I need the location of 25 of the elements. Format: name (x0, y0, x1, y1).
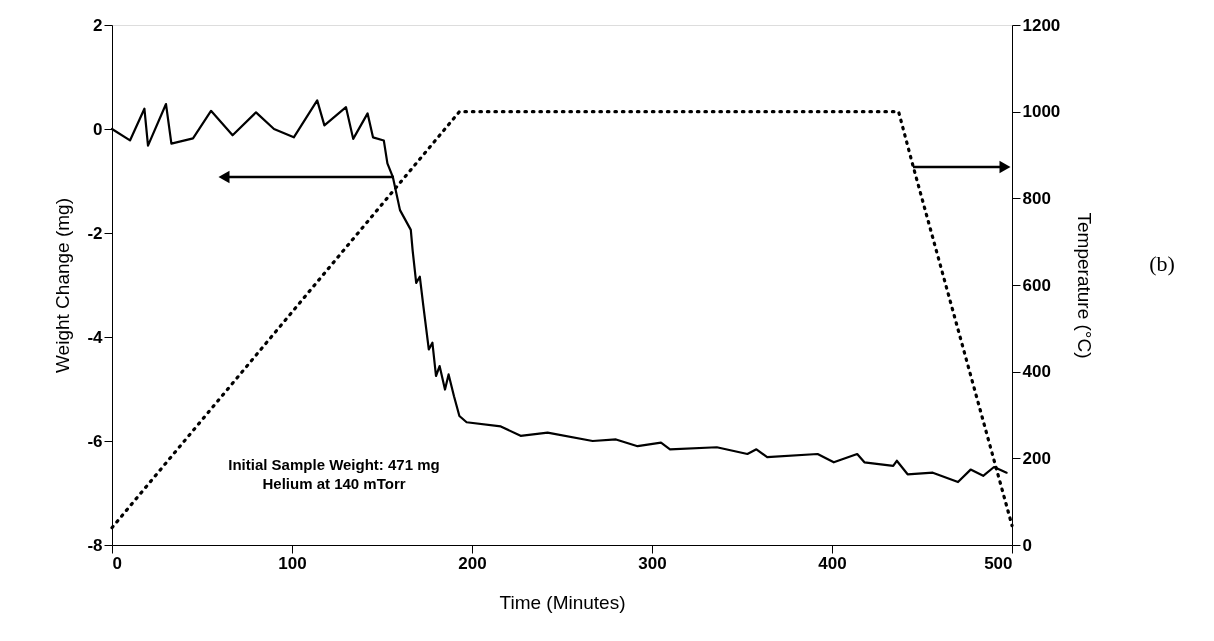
x-tick-label: 500 (984, 553, 1013, 573)
x-axis-title: Time (Minutes) (499, 591, 626, 613)
y2-tick-label: 200 (1022, 448, 1051, 468)
y2-tick-label: 1000 (1022, 102, 1061, 122)
y-tick-label: -2 (87, 223, 103, 243)
x-tick-label: 300 (638, 553, 667, 573)
y-axis-title: Weight Change (mg) (52, 198, 74, 373)
y2-axis-title: Temperature (°C) (1074, 212, 1096, 359)
y-tick-label: 2 (93, 15, 103, 35)
y-tick-label: 0 (93, 119, 103, 139)
annotation: Initial Sample Weight: 471 mg (228, 456, 440, 473)
x-tick-label: 0 (112, 553, 122, 573)
y2-tick-label: 600 (1022, 275, 1051, 295)
x-tick-label: 200 (458, 553, 487, 573)
annotation: Helium at 140 mTorr (262, 475, 406, 492)
y2-tick-label: 1200 (1022, 15, 1061, 35)
y-tick-label: -4 (87, 327, 104, 347)
x-tick-label: 400 (818, 553, 847, 573)
y-tick-label: -6 (87, 431, 103, 451)
y-tick-label: -8 (87, 535, 103, 555)
y2-tick-label: 0 (1022, 535, 1032, 555)
text: (b) (1149, 251, 1175, 277)
y2-tick-label: 800 (1022, 188, 1051, 208)
x-tick-label: 100 (278, 553, 307, 573)
y2-tick-label: 400 (1022, 362, 1051, 382)
